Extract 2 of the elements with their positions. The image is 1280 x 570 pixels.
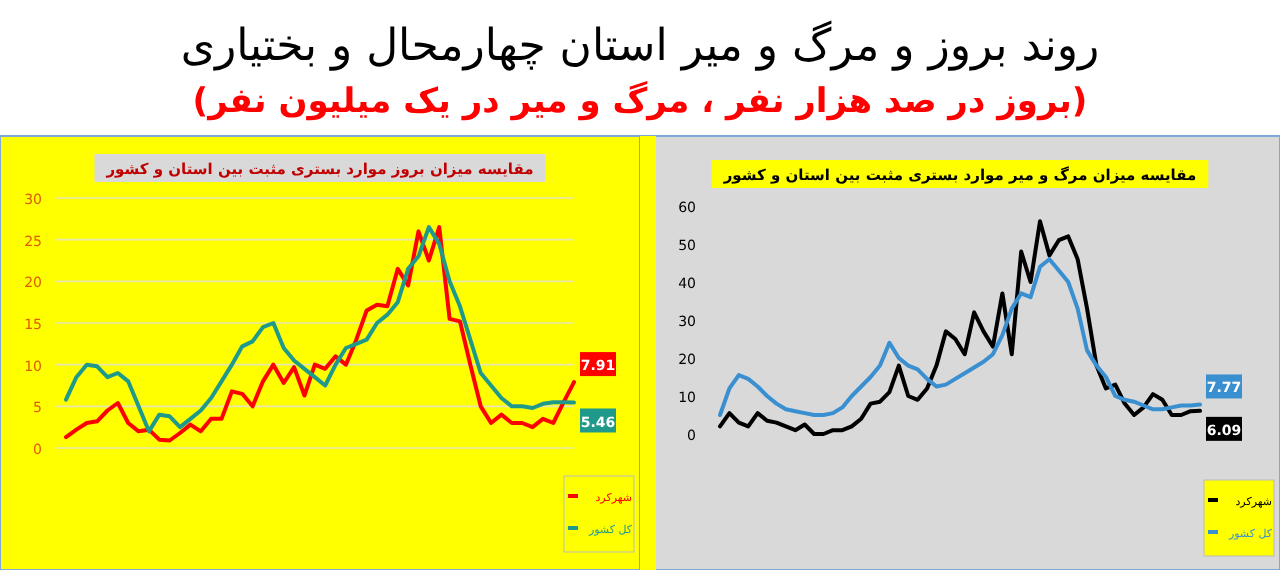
text: (بروز در صد هزار نفر ، مرگ و میر در یک میلیون نفر) [192,80,1088,122]
text: روند بروز و مرگ و میر استان چهارمحال و بختیاری [180,20,1100,72]
